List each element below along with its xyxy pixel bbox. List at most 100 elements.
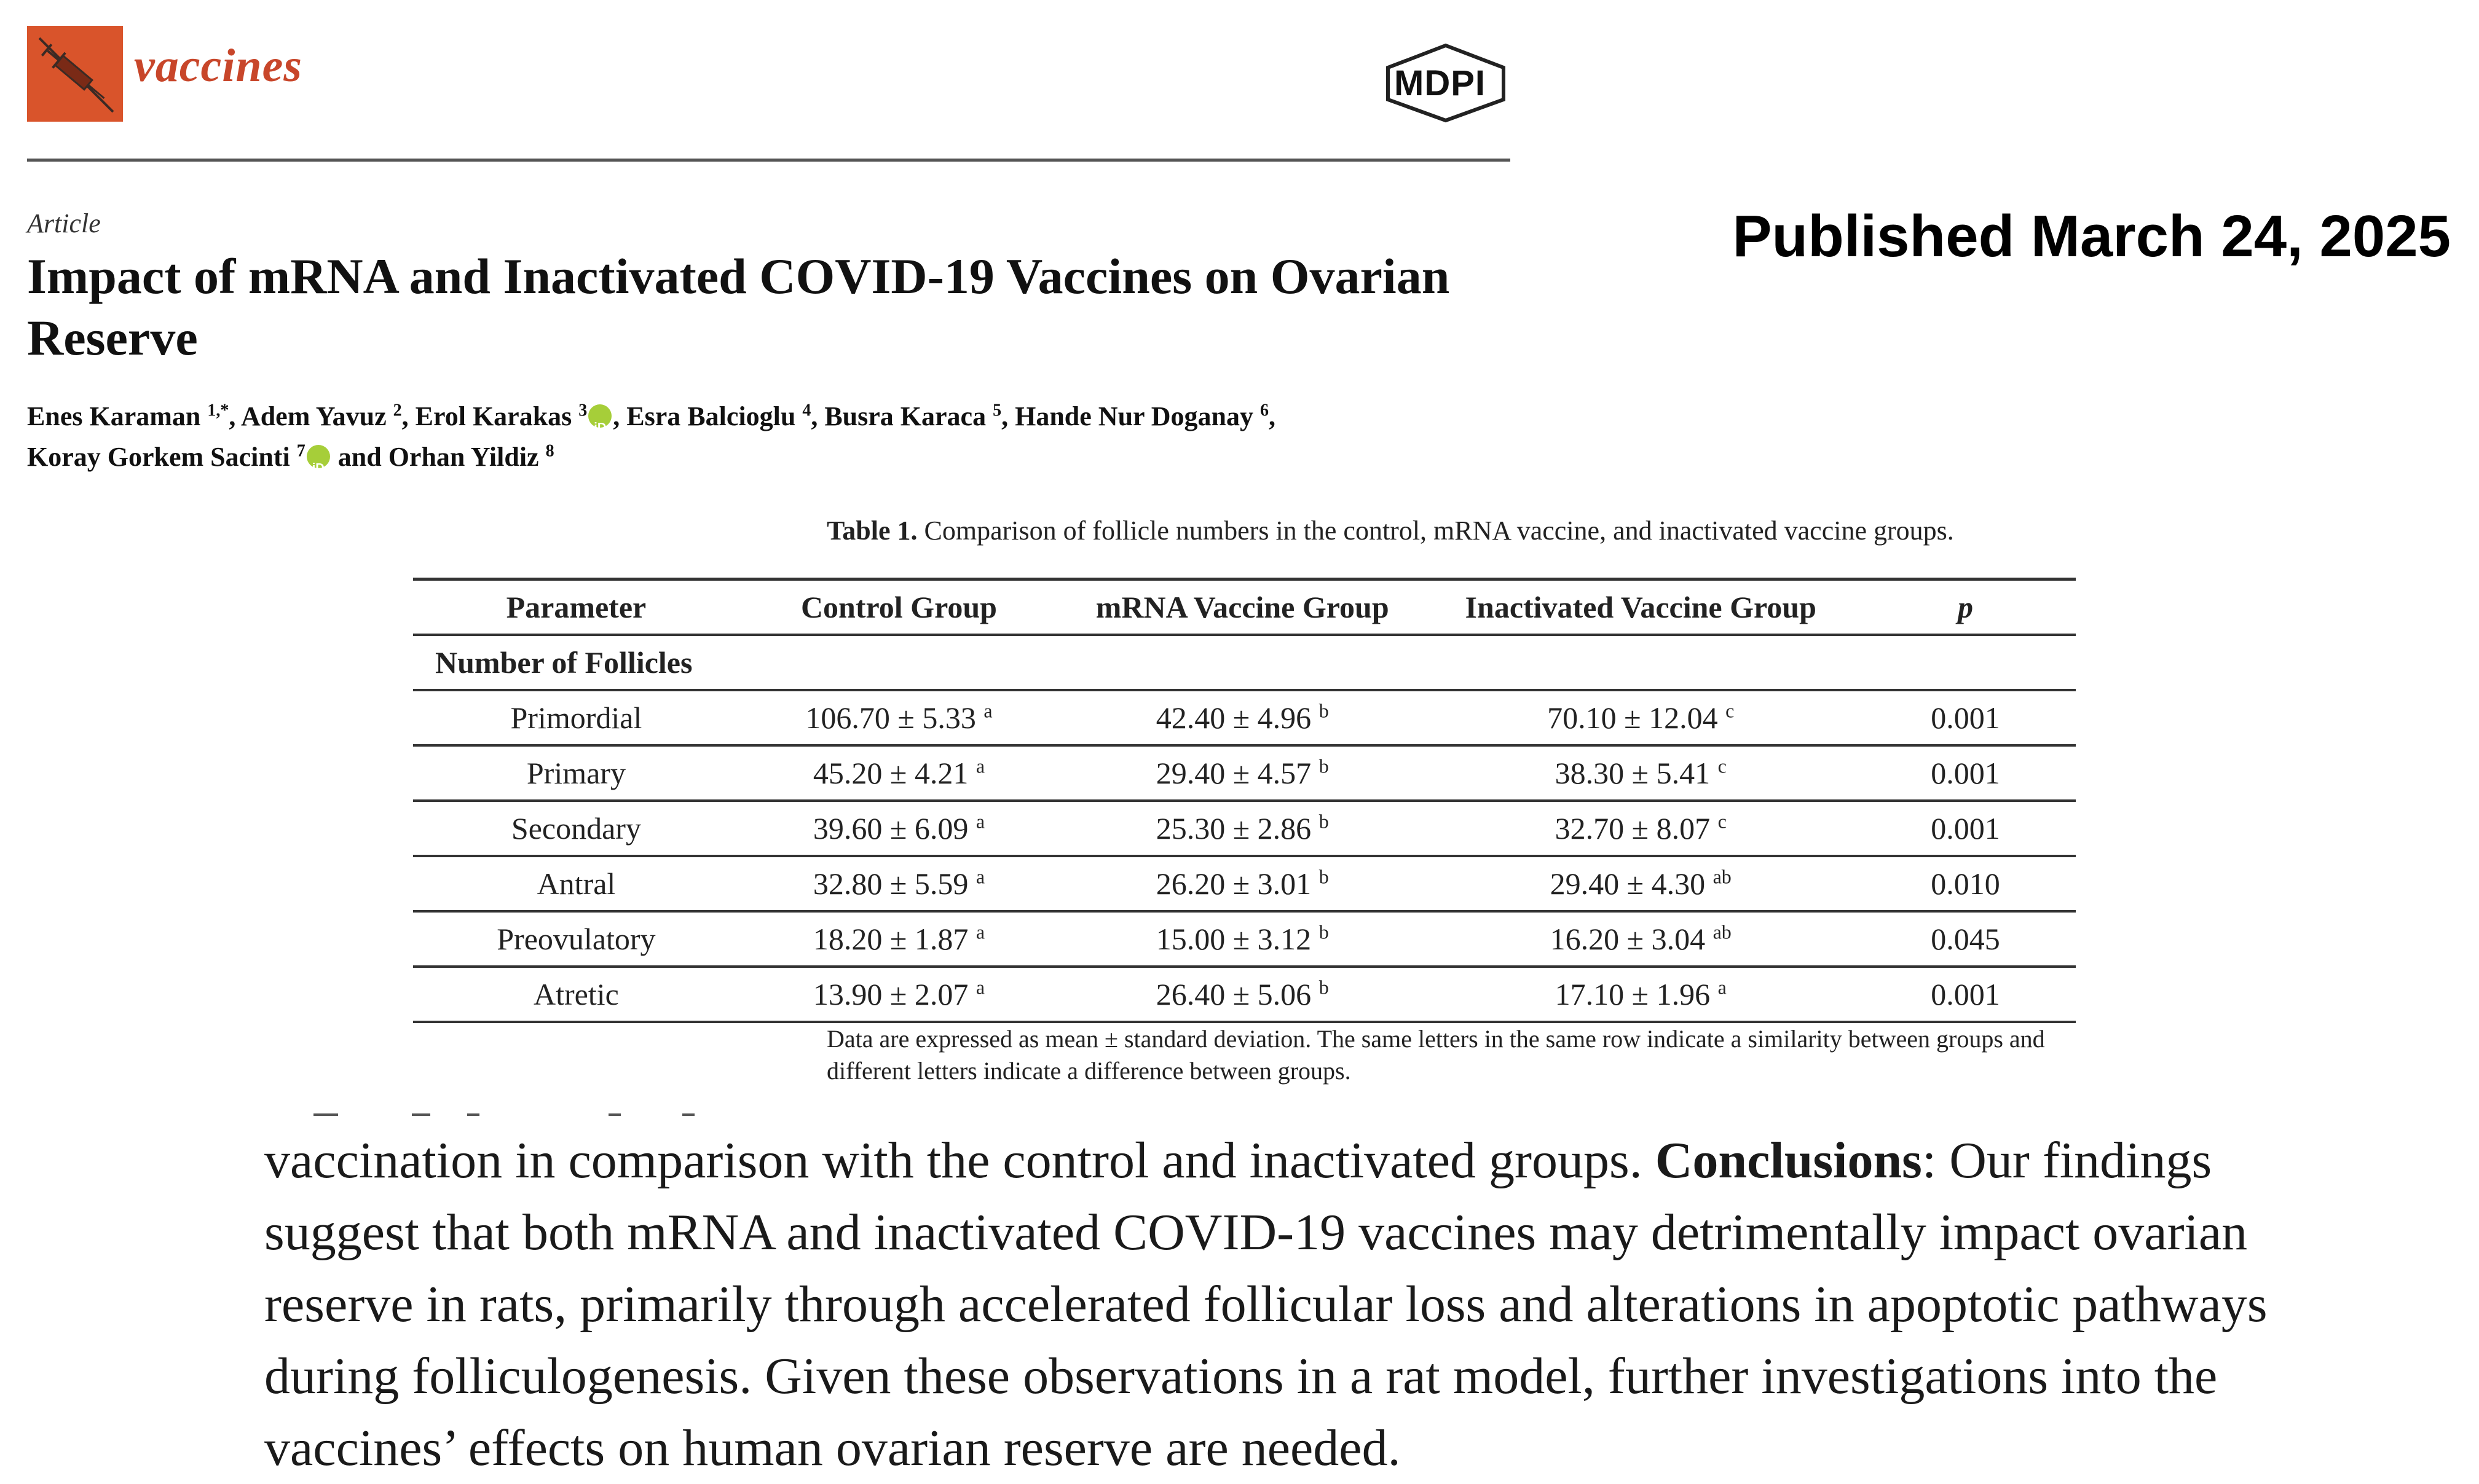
journal-logo — [27, 26, 123, 122]
significance-letter: a — [975, 755, 985, 777]
cell-mrna-value: 15.00 ± 3.12 — [1156, 922, 1312, 956]
journal-name: vaccines — [134, 40, 302, 92]
significance-letter: b — [1318, 755, 1329, 777]
table-row: Primary 45.20 ± 4.21 a 29.40 ± 4.57 b 38.30… — [413, 745, 2076, 802]
cell-parameter-value: Preovulatory — [497, 922, 656, 956]
significance-letter: b — [1318, 921, 1329, 943]
article-type: Article — [27, 208, 101, 238]
cell-p-value: 0.001 — [1855, 801, 2076, 857]
cell-parameter: Preovulatory — [413, 911, 739, 968]
header-divider — [27, 159, 1510, 162]
cell-inactivated: 70.10 ± 12.04 c — [1426, 690, 1856, 747]
orcid-icon[interactable] — [306, 445, 330, 489]
table-caption-text: Comparison of follicle numbers in the co… — [924, 516, 1954, 546]
author-name[interactable]: Hande Nur Doganay — [1015, 401, 1254, 431]
significance-letter: a — [975, 810, 985, 833]
article-title: Impact of mRNA and Inactivated COVID-19 … — [27, 248, 1450, 366]
significance-letter: a — [1717, 976, 1727, 999]
significance-letter: ab — [1712, 921, 1732, 943]
header-inactivated-group: Inactivated Vaccine Group — [1426, 578, 1856, 636]
cell-p-value: 0.001 — [1855, 967, 2076, 1023]
table-caption: Table 1. Comparison of follicle numbers … — [827, 515, 2081, 546]
follicle-table: Parameter Control Group mRNA Vaccine Gro… — [413, 578, 2076, 1023]
table-row: Secondary 39.60 ± 6.09 a 25.30 ± 2.86 b 32.… — [413, 801, 2076, 857]
cell-inactivated: 16.20 ± 3.04 ab — [1426, 911, 1856, 968]
author-affiliation: 4 — [802, 401, 811, 420]
author-affiliation: 6 — [1260, 401, 1269, 420]
cell-parameter-value: Antral — [537, 866, 616, 901]
cell-control: 45.20 ± 4.21 a — [739, 745, 1059, 802]
cell-p-value-value: 0.001 — [1931, 756, 2000, 790]
header-p-value: p — [1855, 578, 2076, 636]
abstract-conclusions-text: : Our findings suggest that both mRNA an… — [264, 1132, 2268, 1477]
cell-control-value: 13.90 ± 2.07 — [813, 977, 969, 1011]
author-name[interactable]: Orhan Yildiz — [388, 442, 539, 472]
cell-mrna: 25.30 ± 2.86 b — [1058, 801, 1427, 857]
author-name[interactable]: Adem Yavuz — [240, 401, 387, 431]
cell-p-value-value: 0.010 — [1931, 866, 2000, 901]
abstract-excerpt: vaccination in comparison with the contr… — [264, 1125, 2293, 1484]
author-name[interactable]: Koray Gorkem Sacinti — [27, 442, 290, 472]
cell-p-value-value: 0.001 — [1931, 701, 2000, 735]
orcid-icon[interactable] — [588, 404, 612, 448]
significance-letter: b — [1318, 865, 1329, 888]
cell-control: 18.20 ± 1.87 a — [739, 911, 1059, 968]
table-row: Preovulatory 18.20 ± 1.87 a 15.00 ± 3.12 b… — [413, 911, 2076, 968]
cell-control: 106.70 ± 5.33 a — [739, 690, 1059, 747]
cell-p-value: 0.001 — [1855, 745, 2076, 802]
cell-mrna: 15.00 ± 3.12 b — [1058, 911, 1427, 968]
cell-parameter: Secondary — [413, 801, 739, 857]
cell-parameter-value: Primary — [526, 756, 626, 790]
cell-control: 39.60 ± 6.09 a — [739, 801, 1059, 857]
table-group-row: Number of Follicles — [413, 635, 2076, 691]
cell-inactivated-value: 17.10 ± 1.96 — [1555, 977, 1711, 1011]
cell-inactivated-value: 32.70 ± 8.07 — [1555, 811, 1711, 846]
cell-control-value: 106.70 ± 5.33 — [805, 701, 976, 735]
cell-mrna: 42.40 ± 4.96 b — [1058, 690, 1427, 747]
cell-p-value: 0.001 — [1855, 690, 2076, 747]
author-affiliation: 8 — [545, 441, 554, 461]
author-name[interactable]: Enes Karaman — [27, 401, 201, 431]
header-parameter: Parameter — [413, 578, 739, 636]
cell-mrna-value: 25.30 ± 2.86 — [1156, 811, 1312, 846]
cell-inactivated-value: 29.40 ± 4.30 — [1550, 866, 1706, 901]
cell-control: 32.80 ± 5.59 a — [739, 856, 1059, 913]
cell-p-value-value: 0.001 — [1931, 977, 2000, 1011]
cell-mrna-value: 29.40 ± 4.57 — [1156, 756, 1312, 790]
cell-parameter-value: Atretic — [534, 977, 619, 1011]
cell-mrna-value: 26.40 ± 5.06 — [1156, 977, 1312, 1011]
author-name[interactable]: Erol Karakas — [415, 401, 572, 431]
cell-mrna: 26.20 ± 3.01 b — [1058, 856, 1427, 913]
table-caption-label: Table 1. — [827, 516, 918, 546]
syringe-icon — [38, 37, 114, 113]
cell-control-value: 45.20 ± 4.21 — [813, 756, 969, 790]
author-list: Enes Karaman 1,*, Adem Yavuz 2, Erol Kar… — [27, 396, 1502, 489]
table-row: Antral 32.80 ± 5.59 a 26.20 ± 3.01 b 29.40 … — [413, 856, 2076, 913]
cell-parameter: Atretic — [413, 967, 739, 1023]
significance-letter: a — [975, 976, 985, 999]
published-date-banner: Published March 24, 2025 — [1732, 203, 2451, 269]
significance-letter: a — [975, 865, 985, 888]
cell-control-value: 32.80 ± 5.59 — [813, 866, 969, 901]
cell-parameter: Primary — [413, 745, 739, 802]
table-row: Atretic 13.90 ± 2.07 a 26.40 ± 5.06 b 17.10… — [413, 967, 2076, 1023]
cell-p-value: 0.010 — [1855, 856, 2076, 913]
author-name[interactable]: Busra Karaca — [824, 401, 987, 431]
author-affiliation: 7 — [296, 441, 305, 461]
table-header-row: Parameter Control Group mRNA Vaccine Gro… — [413, 578, 2076, 636]
significance-letter: b — [1318, 699, 1329, 722]
cell-inactivated: 38.30 ± 5.41 c — [1426, 745, 1856, 802]
author-affiliation: 5 — [993, 401, 1002, 420]
table-footnote: Data are expressed as mean ± standard de… — [827, 1025, 2045, 1085]
cell-parameter-value: Secondary — [511, 811, 641, 846]
cell-control-value: 39.60 ± 6.09 — [813, 811, 969, 846]
cell-mrna: 29.40 ± 4.57 b — [1058, 745, 1427, 802]
cell-mrna-value: 26.20 ± 3.01 — [1156, 866, 1312, 901]
cell-p-value-value: 0.001 — [1931, 811, 2000, 846]
conclusions-label: Conclusions — [1655, 1132, 1922, 1189]
significance-letter: a — [975, 921, 985, 943]
significance-letter: a — [983, 699, 993, 722]
author-name[interactable]: Esra Balcioglu — [626, 401, 796, 431]
cell-control: 13.90 ± 2.07 a — [739, 967, 1059, 1023]
